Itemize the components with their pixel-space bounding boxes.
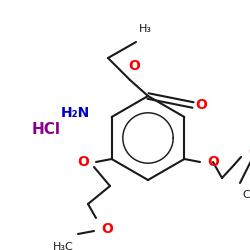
- Text: H₃: H₃: [139, 24, 152, 34]
- Text: HCl: HCl: [32, 122, 61, 138]
- Text: CH₃: CH₃: [242, 190, 250, 200]
- Text: O: O: [101, 222, 113, 236]
- Text: O: O: [207, 155, 219, 169]
- Text: H₂N: H₂N: [60, 106, 90, 120]
- Text: O: O: [77, 155, 89, 169]
- Text: H₃C: H₃C: [53, 242, 74, 250]
- Text: O: O: [195, 98, 207, 112]
- Text: O: O: [128, 59, 140, 73]
- Text: O: O: [248, 145, 250, 159]
